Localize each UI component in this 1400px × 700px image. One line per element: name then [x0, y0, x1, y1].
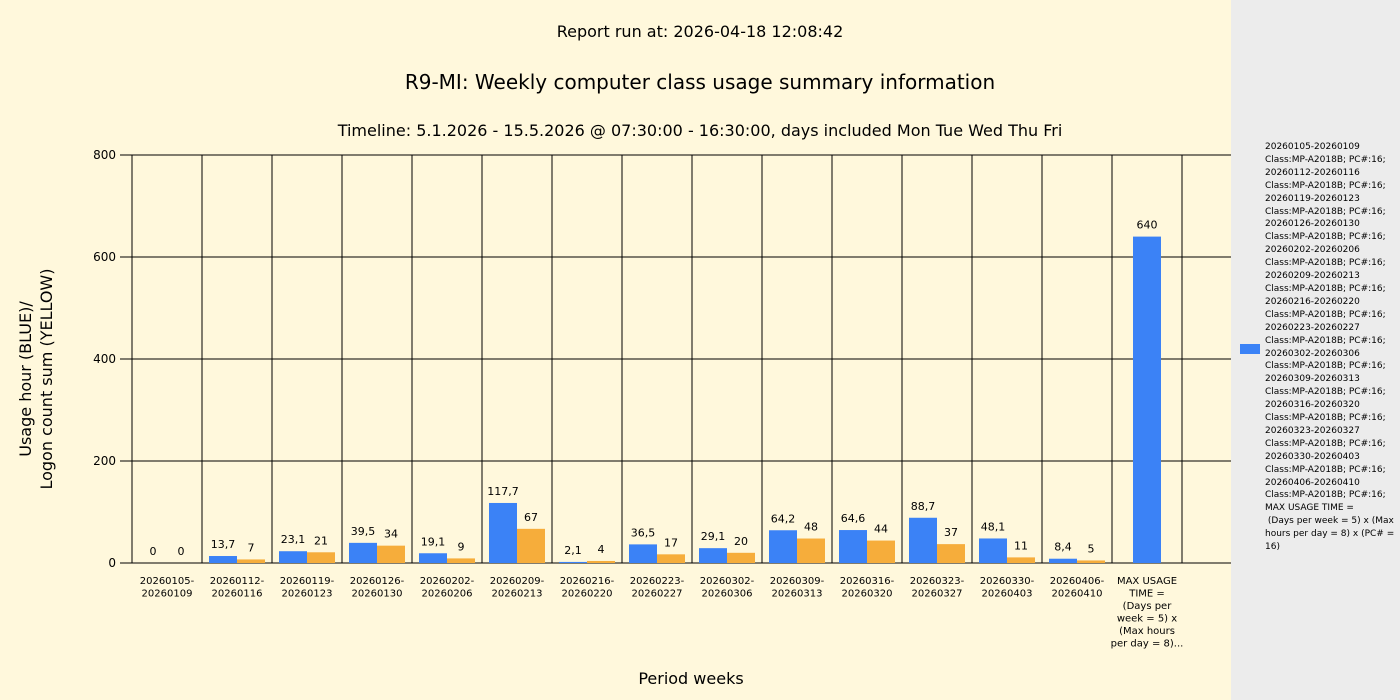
- bar: [377, 545, 405, 563]
- x-tick-label: 20260112-20260116: [210, 576, 265, 600]
- bar: [657, 554, 685, 563]
- data-label: 2,1: [564, 544, 582, 557]
- bar: [839, 530, 867, 563]
- bar: [559, 561, 587, 563]
- data-label: 117,7: [487, 485, 519, 498]
- bar: [727, 552, 755, 563]
- bar: [1049, 558, 1077, 563]
- y-tick-label: 800: [93, 148, 116, 162]
- data-label: 34: [384, 528, 398, 541]
- y-tick-label: 200: [93, 454, 116, 468]
- x-tick-label: 20260216-20260220: [560, 576, 615, 600]
- data-label: 44: [874, 523, 888, 536]
- data-label: 23,1: [281, 533, 306, 546]
- data-label: 19,1: [421, 535, 446, 548]
- data-label: 5: [1088, 542, 1095, 555]
- bar: [937, 544, 965, 563]
- x-axis-label: Period weeks: [638, 669, 744, 688]
- bar: [419, 553, 447, 563]
- bar: [699, 548, 727, 563]
- x-tick-label: 20260330-20260403: [980, 576, 1035, 600]
- x-tick-label: MAX USAGE TIME = (Days per week = 5) x (Max …: [1111, 576, 1184, 650]
- x-tick-label: 20260406-20260410: [1050, 576, 1105, 600]
- y-tick-label: 400: [93, 352, 116, 366]
- data-label: 0: [150, 545, 157, 558]
- data-label: 64,2: [771, 512, 796, 525]
- x-tick-label: 20260202-20260206: [420, 576, 475, 600]
- data-label: 0: [178, 545, 185, 558]
- x-tick-label: 20260309-20260313: [770, 576, 825, 600]
- x-tick-label: 20260209-20260213: [490, 576, 545, 600]
- bar: [979, 538, 1007, 563]
- bar: [629, 544, 657, 563]
- x-tick-label: 20260126-20260130: [350, 576, 405, 600]
- legend-swatch: [1240, 344, 1260, 354]
- data-label: 20: [734, 535, 748, 548]
- data-label: 88,7: [911, 500, 936, 513]
- bar: [587, 560, 615, 563]
- bar: [1077, 560, 1105, 563]
- bar: [517, 528, 545, 563]
- data-label: 9: [458, 540, 465, 553]
- x-tick-label: 20260323-20260327: [910, 576, 965, 600]
- bar: [1007, 557, 1035, 563]
- data-label: 640: [1137, 219, 1158, 232]
- bar: [909, 517, 937, 563]
- data-label: 64,6: [841, 512, 866, 525]
- data-label: 48,1: [981, 520, 1006, 533]
- data-label: 11: [1014, 539, 1028, 552]
- bar: [349, 542, 377, 563]
- y-tick-label: 0: [108, 556, 116, 570]
- data-label: 39,5: [351, 525, 376, 538]
- chart-subtitle: Timeline: 5.1.2026 - 15.5.2026 @ 07:30:0…: [337, 121, 1063, 140]
- x-tick-label: 20260316-20260320: [840, 576, 895, 600]
- data-label: 48: [804, 521, 818, 534]
- x-tick-label: 20260119-20260123: [280, 576, 335, 600]
- bar: [279, 551, 307, 563]
- data-label: 37: [944, 526, 958, 539]
- data-label: 29,1: [701, 530, 726, 543]
- data-label: 7: [248, 541, 255, 554]
- y-axis-label: Usage hour (BLUE)/ Logon count sum (YELL…: [16, 268, 56, 490]
- legend-text: 20260105-20260109 Class:MP-A2018B; PC#:1…: [1265, 142, 1395, 553]
- data-label: 8,4: [1054, 541, 1072, 554]
- bar: [1133, 236, 1161, 563]
- data-label: 67: [524, 511, 538, 524]
- data-label: 21: [314, 534, 328, 547]
- x-tick-label: 20260223-20260227: [630, 576, 685, 600]
- bar: [237, 559, 265, 563]
- data-label: 17: [664, 536, 678, 549]
- data-label: 13,7: [211, 538, 236, 551]
- data-label: 4: [598, 543, 605, 556]
- chart-title: R9-MI: Weekly computer class usage summa…: [404, 70, 996, 94]
- y-tick-label: 600: [93, 250, 116, 264]
- bar: [307, 552, 335, 563]
- bar: [769, 530, 797, 563]
- x-tick-label: 20260105-20260109: [140, 576, 195, 600]
- bar: [489, 502, 517, 563]
- x-tick-label: 20260302-20260306: [700, 576, 755, 600]
- bar: [209, 556, 237, 563]
- report-run-timestamp: Report run at: 2026-04-18 12:08:42: [556, 22, 844, 41]
- bar: [797, 538, 825, 563]
- data-label: 36,5: [631, 526, 656, 539]
- bar: [447, 558, 475, 563]
- bar: [867, 540, 895, 563]
